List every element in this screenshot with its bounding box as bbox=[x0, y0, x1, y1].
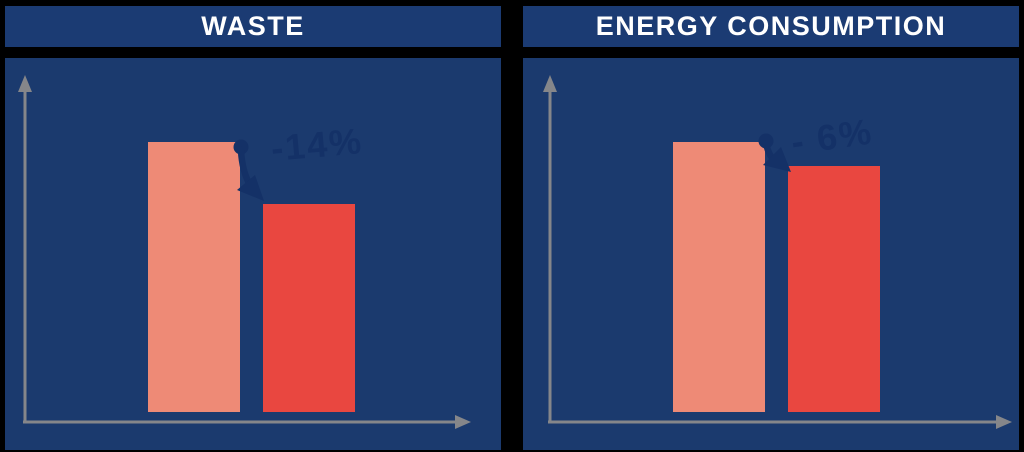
energy-panel-header: ENERGY CONSUMPTION bbox=[523, 6, 1019, 47]
x-axis-arrowhead-icon bbox=[455, 415, 471, 429]
waste-delta-label: -14% bbox=[269, 120, 365, 169]
y-axis-arrowhead-icon bbox=[543, 75, 557, 92]
energy-bar-after bbox=[788, 166, 880, 412]
decrease-arrow-head-icon bbox=[237, 175, 264, 201]
energy-delta-label: - 6% bbox=[788, 110, 876, 163]
waste-bar-before bbox=[148, 142, 240, 412]
waste-panel-header: WASTE bbox=[5, 6, 501, 47]
energy-bar-before bbox=[673, 142, 765, 412]
waste-panel-title: WASTE bbox=[201, 11, 305, 41]
energy-axes-and-arrow bbox=[543, 75, 1012, 429]
decrease-arrow-head-icon bbox=[763, 147, 791, 172]
waste-chart-area: -14% bbox=[5, 58, 501, 450]
decrease-arrow-shaft bbox=[762, 140, 780, 167]
energy-chart-area: - 6% bbox=[523, 58, 1019, 450]
x-axis-arrowhead-icon bbox=[996, 415, 1012, 429]
decrease-arrow-shaft bbox=[237, 146, 254, 189]
waste-bar-after bbox=[263, 204, 355, 412]
waste-axes-and-arrow bbox=[18, 75, 471, 429]
energy-panel-title: ENERGY CONSUMPTION bbox=[595, 11, 947, 41]
y-axis-arrowhead-icon bbox=[18, 75, 32, 92]
